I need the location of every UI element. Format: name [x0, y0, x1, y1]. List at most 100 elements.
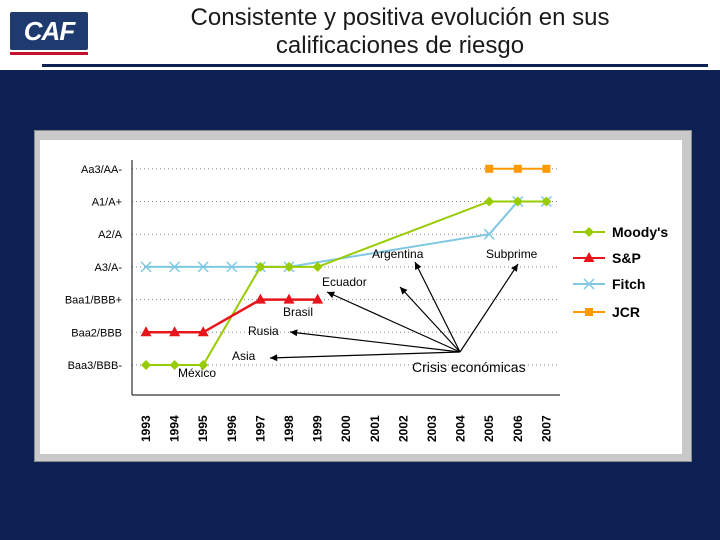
y-tick-label: Baa1/BBB+ [65, 295, 122, 307]
arrow-argentina-head [415, 262, 422, 270]
series-s-p [140, 293, 324, 337]
point-jcr-2005 [485, 164, 494, 173]
legend-label-moody-s: Moody's [612, 224, 668, 240]
point-s-p-1999 [312, 293, 324, 304]
series-moody-s [141, 196, 552, 370]
logo-rule [10, 52, 88, 55]
y-axis-labels: Baa3/BBB- Baa2/BBB Baa1/BBB+ A3/A- A2/A A1/A+… [65, 164, 123, 372]
annotation-argentina: Argentina [372, 247, 424, 261]
y-tick-label: Baa3/BBB- [68, 360, 123, 372]
point-moody-s-2005 [484, 196, 495, 207]
legend-marker-fitch [583, 278, 595, 290]
x-tick-label: 2002 [396, 415, 410, 442]
x-tick-label: 1999 [311, 415, 325, 442]
arrow-asia-head [270, 354, 278, 362]
point-moody-s-1997 [255, 261, 266, 272]
point-fitch-2005 [483, 228, 495, 240]
title-underline [42, 64, 708, 67]
legend-item-jcr: JCR [573, 304, 640, 320]
arrow-subprime [459, 263, 519, 353]
annotation-crisis-econ-micas: Crisis económicas [412, 359, 526, 375]
x-tick-label: 1995 [196, 415, 210, 442]
x-tick-label: 2000 [339, 415, 353, 442]
y-tick-label: Baa2/BBB [71, 327, 122, 339]
arrow-brasil-head [327, 291, 335, 299]
point-s-p-1997 [254, 293, 266, 304]
series-jcr [485, 164, 551, 173]
arrow-subprime-head [511, 264, 518, 272]
point-moody-s-2006 [512, 196, 523, 207]
point-jcr-2007 [542, 164, 551, 173]
point-fitch-1995-stroke-b [197, 261, 209, 273]
x-tick-label: 2001 [368, 415, 382, 442]
x-tick-label: 2007 [539, 415, 553, 442]
point-moody-s-1994 [169, 360, 180, 370]
x-tick-label: 1993 [139, 415, 153, 442]
point-fitch-1994-stroke-b [169, 261, 181, 273]
annotation-brasil: Brasil [283, 305, 313, 319]
legend-label-fitch: Fitch [612, 276, 645, 292]
x-tick-label: 2004 [454, 415, 468, 442]
point-moody-s-1993 [141, 360, 151, 370]
y-tick-label: A2/A [98, 229, 123, 241]
arrow-ecuador [399, 286, 461, 353]
point-s-p-1995 [197, 326, 209, 337]
legend-marker-s-p [583, 252, 595, 262]
legend-marker-moody-s [584, 227, 594, 237]
title-line-1: Consistente y positiva evolución en sus [190, 4, 610, 31]
y-tick-label: A3/A- [94, 262, 122, 274]
x-tick-label: 1996 [225, 415, 239, 442]
y-tick-label: Aa3/AA- [81, 164, 122, 176]
annotation-rusia: Rusia [248, 324, 279, 338]
arrow-ecuador-head [400, 287, 408, 295]
legend-item-fitch: Fitch [573, 276, 645, 292]
legend-label-s-p: S&P [612, 250, 641, 266]
legend-item-s-p: S&P [573, 250, 641, 266]
x-axis-labels: 1993 1994 1995 1996 1997 1998 1999 2000 2001 2002… [139, 415, 553, 442]
series-layer [140, 164, 552, 370]
point-moody-s-1995 [198, 360, 209, 370]
point-fitch-2005-stroke-b [483, 228, 495, 240]
annotation-arrows [269, 261, 519, 362]
point-s-p-1998 [283, 293, 295, 304]
point-fitch-1993 [140, 261, 152, 273]
y-tick-label: A1/A+ [92, 197, 122, 209]
point-moody-s-2007 [541, 196, 552, 207]
point-moody-s-1999 [312, 261, 323, 272]
point-moody-s-1998 [284, 261, 294, 272]
point-s-p-1994 [169, 326, 181, 337]
legend-label-jcr: JCR [612, 304, 640, 320]
x-tick-label: 1998 [282, 415, 296, 442]
point-jcr-2006 [513, 164, 522, 173]
x-tick-label: 2006 [511, 415, 525, 442]
caf-logo: CAF [10, 12, 88, 50]
legend-marker-fitch-stroke-b [583, 278, 595, 290]
legend-item-moody-s: Moody's [573, 224, 668, 240]
point-s-p-1993 [140, 326, 152, 337]
annotation-m-xico: México [178, 366, 216, 380]
x-tick-label: 1997 [253, 415, 267, 442]
point-fitch-1993-stroke-b [140, 261, 152, 273]
arrow-rusia [289, 331, 461, 353]
arrow-brasil [326, 291, 461, 353]
point-fitch-1994 [169, 261, 181, 273]
arrow-asia [269, 351, 461, 359]
annotation-subprime: Subprime [486, 247, 538, 261]
annotation-ecuador: Ecuador [322, 275, 367, 289]
annotation-labels: México Asia Rusia Brasil Ecuador Argentina Sub… [178, 247, 538, 380]
chart-plot-background [40, 140, 682, 454]
point-fitch-1996 [226, 261, 238, 273]
arrow-rusia-head [290, 329, 298, 337]
x-tick-label: 2005 [482, 415, 496, 442]
arrow-argentina [414, 261, 461, 353]
legend-marker-jcr [585, 308, 593, 316]
x-tick-label: 2003 [425, 415, 439, 442]
line-s-p [146, 298, 318, 334]
legend: Moody's S&P Fitch JCR [573, 224, 668, 320]
page-title: Consistente y positiva evolución en sus … [110, 4, 690, 60]
title-line-2: calificaciones de riesgo [275, 32, 525, 59]
x-tick-label: 1994 [168, 415, 182, 442]
slide-header: CAF Consistente y positiva evolución en … [0, 0, 720, 70]
annotation-asia: Asia [232, 349, 256, 363]
